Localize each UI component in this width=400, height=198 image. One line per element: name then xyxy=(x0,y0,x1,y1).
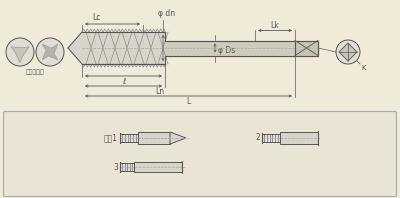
Text: ℓ: ℓ xyxy=(122,77,125,86)
Polygon shape xyxy=(11,47,29,63)
Polygon shape xyxy=(339,43,357,61)
Text: Lc: Lc xyxy=(92,13,100,22)
Bar xyxy=(262,134,280,142)
Bar xyxy=(134,162,182,172)
Text: Lk: Lk xyxy=(271,21,279,30)
Bar xyxy=(120,163,134,171)
Text: L: L xyxy=(186,97,191,106)
Polygon shape xyxy=(42,44,58,60)
Circle shape xyxy=(6,38,34,66)
Text: φ Ds: φ Ds xyxy=(218,46,235,54)
Bar xyxy=(280,132,318,144)
Text: φ dn: φ dn xyxy=(158,9,176,18)
Text: Ln: Ln xyxy=(155,87,164,96)
Bar xyxy=(120,134,138,142)
Polygon shape xyxy=(68,32,82,64)
Polygon shape xyxy=(165,41,295,55)
Polygon shape xyxy=(295,41,318,55)
Polygon shape xyxy=(82,32,165,64)
Text: 形弟1: 形弟1 xyxy=(104,133,118,143)
Circle shape xyxy=(336,40,360,64)
Circle shape xyxy=(36,38,64,66)
Text: 切削タップ: 切削タップ xyxy=(26,69,44,75)
Bar xyxy=(138,132,170,144)
FancyBboxPatch shape xyxy=(4,111,396,196)
Text: 3: 3 xyxy=(113,163,118,171)
Text: 2: 2 xyxy=(255,133,260,143)
Text: K: K xyxy=(361,65,366,71)
Polygon shape xyxy=(170,132,186,144)
